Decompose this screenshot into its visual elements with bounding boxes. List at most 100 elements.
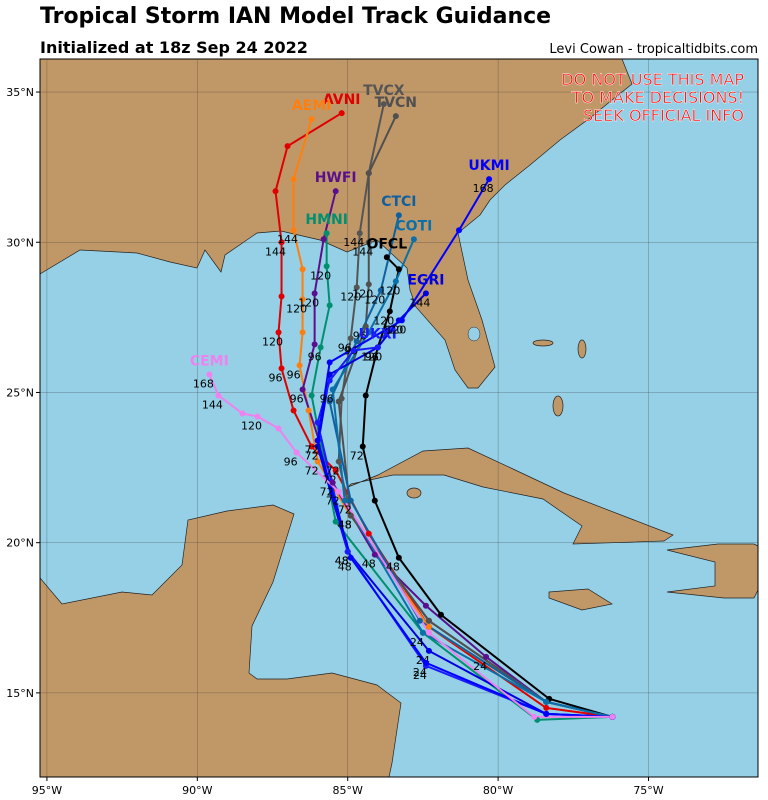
track-point	[395, 266, 402, 273]
track-point	[341, 497, 348, 504]
hour-label: 24	[413, 669, 427, 682]
track-point	[374, 344, 381, 351]
track-point	[329, 386, 336, 393]
abaco	[577, 339, 587, 359]
hour-label: 72	[305, 450, 319, 463]
hour-label: 144	[343, 236, 364, 249]
hour-label: 144	[409, 296, 430, 309]
track-point	[290, 176, 297, 183]
track-point	[326, 302, 333, 309]
track-point	[486, 176, 493, 183]
hour-label: 96	[338, 341, 352, 354]
track-line	[331, 238, 613, 718]
track-point	[314, 419, 321, 426]
hour-label: 24	[473, 660, 487, 673]
track-point	[278, 365, 285, 372]
track-point	[323, 230, 330, 237]
hour-label: 96	[269, 371, 283, 384]
track-point	[338, 110, 345, 117]
hour-label: 72	[305, 465, 319, 478]
hour-label: 120	[310, 269, 331, 282]
track-point	[425, 623, 432, 630]
track-point	[326, 359, 333, 366]
hour-label: 120	[340, 290, 361, 303]
subtitle: Initialized at 18z Sep 24 2022	[40, 38, 308, 57]
north-america	[40, 59, 633, 389]
track-point	[299, 296, 306, 303]
track-point	[437, 611, 444, 618]
hour-label: 120	[373, 314, 394, 327]
track-line	[208, 374, 613, 718]
track-point	[290, 407, 297, 414]
track-point	[206, 371, 213, 378]
track-point	[425, 617, 432, 624]
track-name: HWFI	[315, 170, 357, 186]
cuba	[347, 447, 674, 545]
track-name: CTCI	[381, 194, 416, 210]
track-point	[305, 407, 312, 414]
track-point	[425, 629, 432, 636]
track-point	[275, 329, 282, 336]
grid	[36, 59, 758, 781]
track-point	[335, 398, 342, 405]
hour-label: 120	[241, 419, 262, 432]
hour-label: 24	[410, 636, 424, 649]
track-point	[531, 713, 538, 720]
lake	[467, 326, 481, 342]
track-point	[365, 329, 372, 336]
track-point	[419, 629, 426, 636]
track-point	[371, 497, 378, 504]
track-point	[344, 548, 351, 555]
track-point	[239, 410, 246, 417]
hour-label: 72	[305, 444, 319, 457]
hour-label: 48	[338, 519, 352, 532]
hour-label: 96	[290, 392, 304, 405]
x-tick-label: 85°W	[333, 784, 363, 797]
track-point	[332, 188, 339, 195]
track-point	[284, 143, 291, 150]
track-point	[353, 338, 360, 345]
track-point	[317, 344, 324, 351]
track-point	[380, 101, 387, 108]
hispaniola	[666, 543, 758, 599]
track-point	[395, 554, 402, 561]
jamaica	[548, 588, 613, 611]
track-point	[416, 617, 423, 624]
track-point	[543, 710, 550, 717]
tracks: 7296120144AVNI7296120144AEMI24487296120H…	[190, 83, 616, 723]
track-point	[347, 512, 354, 519]
track-point	[332, 467, 339, 474]
hour-label: 72	[338, 504, 352, 517]
track-name: UKXI	[359, 326, 397, 342]
y-tick-label: 25°N	[6, 386, 34, 399]
warning: TO MAKE DECISIONS!	[571, 88, 744, 107]
hour-label: 96	[287, 368, 301, 381]
track-point	[290, 227, 297, 234]
track-point	[320, 236, 327, 243]
y-tick-label: 30°N	[6, 236, 34, 249]
grand-bahama	[532, 339, 554, 347]
track-point	[293, 449, 300, 456]
track-point	[275, 425, 282, 432]
hour-label: 120	[379, 284, 400, 297]
track-point	[347, 554, 354, 561]
track-point	[543, 704, 550, 711]
track-point	[335, 458, 342, 465]
track-name: TVCN	[375, 95, 417, 111]
hour-label: 120	[382, 323, 403, 336]
hour-label: 72	[326, 465, 340, 478]
hour-label: 48	[362, 558, 376, 571]
hour-label: 96	[320, 392, 334, 405]
hour-label: 48	[338, 519, 352, 532]
track-point	[425, 647, 432, 654]
land	[40, 59, 758, 777]
mexico-central-america	[40, 504, 402, 777]
hour-label: 120	[298, 296, 319, 309]
track-point	[386, 308, 393, 315]
frame	[39, 58, 759, 778]
track-point	[311, 290, 318, 297]
track-point	[347, 335, 354, 342]
hour-label: 144	[265, 245, 286, 258]
isle-of-youth	[406, 487, 422, 499]
